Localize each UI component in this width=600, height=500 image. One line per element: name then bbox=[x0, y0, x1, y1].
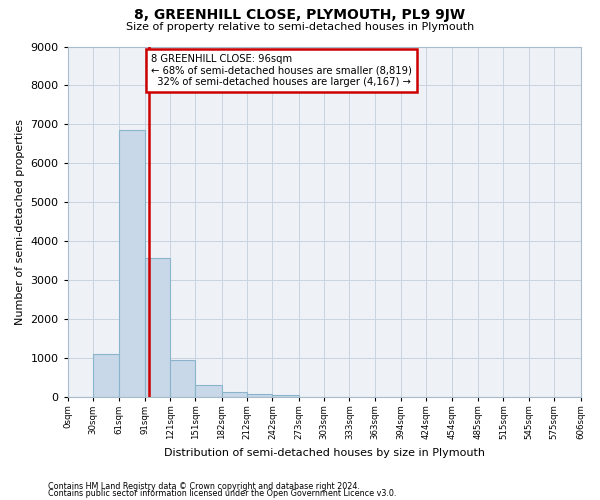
Text: Contains HM Land Registry data © Crown copyright and database right 2024.: Contains HM Land Registry data © Crown c… bbox=[48, 482, 360, 491]
X-axis label: Distribution of semi-detached houses by size in Plymouth: Distribution of semi-detached houses by … bbox=[164, 448, 485, 458]
Bar bbox=[170, 360, 196, 398]
Y-axis label: Number of semi-detached properties: Number of semi-detached properties bbox=[15, 119, 25, 325]
Bar bbox=[272, 395, 299, 398]
Bar bbox=[93, 354, 119, 398]
Text: 8, GREENHILL CLOSE, PLYMOUTH, PL9 9JW: 8, GREENHILL CLOSE, PLYMOUTH, PL9 9JW bbox=[134, 8, 466, 22]
Bar bbox=[222, 392, 247, 398]
Bar bbox=[247, 394, 272, 398]
Text: Size of property relative to semi-detached houses in Plymouth: Size of property relative to semi-detach… bbox=[126, 22, 474, 32]
Bar bbox=[196, 386, 222, 398]
Bar bbox=[145, 258, 170, 398]
Text: 8 GREENHILL CLOSE: 96sqm
← 68% of semi-detached houses are smaller (8,819)
  32%: 8 GREENHILL CLOSE: 96sqm ← 68% of semi-d… bbox=[151, 54, 412, 88]
Text: Contains public sector information licensed under the Open Government Licence v3: Contains public sector information licen… bbox=[48, 489, 397, 498]
Bar bbox=[119, 130, 145, 398]
